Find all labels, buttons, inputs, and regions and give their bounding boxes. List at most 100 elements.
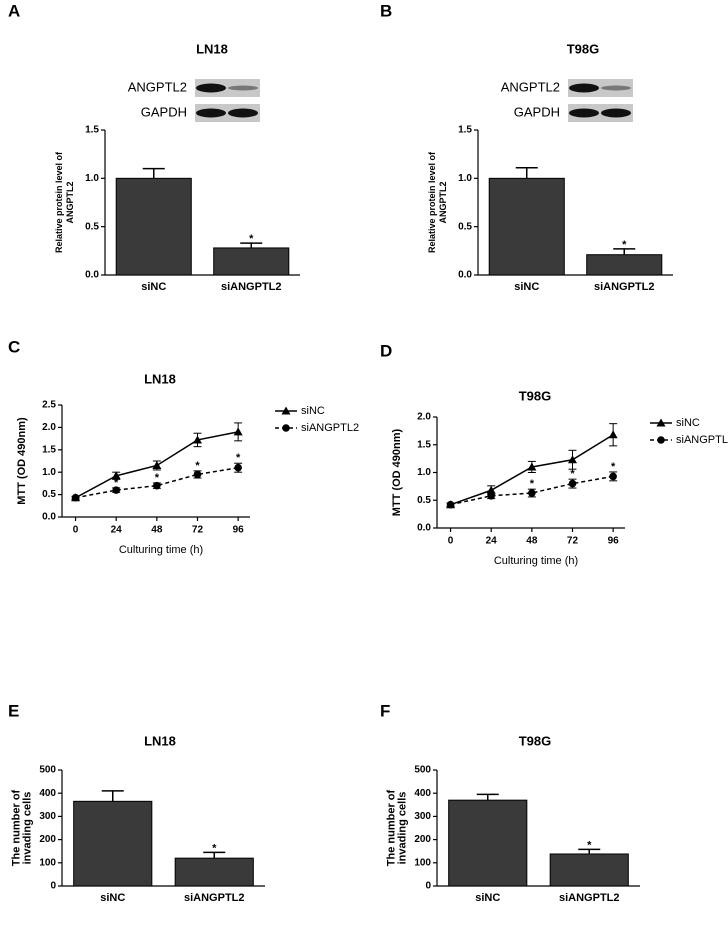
point: [487, 492, 495, 500]
y-tick-label: 300: [39, 811, 56, 822]
y-tick-label: 1.5: [85, 125, 99, 136]
panel-letter: D: [380, 341, 392, 360]
chart-title: LN18: [144, 733, 176, 748]
y-tick-label: 400: [39, 788, 56, 799]
point: [112, 486, 120, 494]
y-axis-label: MTT (OD 490nm): [391, 428, 403, 516]
bar: [549, 853, 629, 887]
x-tick-label: 96: [608, 536, 620, 547]
point: [446, 500, 455, 509]
significance: *: [249, 233, 254, 245]
x-tick-label: siANGPTL2: [221, 281, 282, 293]
point: [153, 481, 161, 490]
legend-marker: [657, 436, 665, 444]
x-tick-label: siNC: [141, 281, 166, 293]
y-axis-label: ANGPTL2: [65, 181, 75, 223]
significance: *: [236, 452, 241, 464]
x-axis-label: Culturing time (h): [494, 555, 578, 567]
blot-band: [196, 108, 226, 118]
y-tick-label: 200: [414, 834, 431, 845]
y-axis-label: Relative protein level of: [54, 151, 64, 253]
panel-letter: B: [380, 1, 392, 20]
point: [527, 462, 537, 471]
point: [192, 435, 202, 444]
blot-band: [228, 108, 258, 118]
panel: D T98G 0.0 0.5 1.0 1.5 2.0 MTT (OD 490nm) 0 24 48 7…: [380, 341, 728, 566]
y-tick-label: 500: [414, 765, 431, 776]
y-tick-label: 2.0: [42, 422, 56, 433]
blot: [195, 104, 260, 122]
point: [486, 485, 496, 494]
y-tick-label: 0: [425, 881, 431, 892]
x-tick-label: 72: [192, 525, 204, 536]
y-tick-label: 400: [414, 788, 431, 799]
bar: [115, 177, 192, 276]
y-axis-label: invading cells: [396, 792, 408, 865]
panel: E LN18 0 100 200 300 400 500 The number of invadi…: [8, 701, 265, 904]
y-tick-label: 0.0: [417, 523, 431, 534]
y-tick-label: 500: [39, 765, 56, 776]
y-tick-label: 200: [39, 834, 56, 845]
chart-title: T98G: [519, 733, 552, 748]
y-tick-label: 1.0: [42, 467, 56, 478]
panel-letter: A: [8, 1, 20, 20]
y-tick-label: 1.5: [42, 444, 56, 455]
chart-title: T98G: [567, 41, 600, 56]
y-tick-label: 2.5: [42, 400, 56, 411]
chart-title: LN18: [196, 41, 228, 56]
bar: [448, 799, 528, 887]
blot: [568, 79, 633, 97]
x-tick-label: siNC: [475, 892, 500, 904]
blot-label: ANGPTL2: [128, 79, 187, 94]
significance: *: [195, 460, 200, 472]
x-tick-label: 72: [567, 536, 579, 547]
point: [528, 489, 536, 497]
legend-marker: [282, 424, 290, 432]
x-tick-label: 24: [486, 536, 498, 547]
x-tick-label: siNC: [514, 281, 539, 293]
significance: *: [114, 477, 119, 489]
blot: [195, 79, 260, 97]
point: [193, 470, 202, 479]
x-tick-label: siNC: [100, 892, 125, 904]
x-tick-label: siANGPTL2: [559, 892, 620, 904]
blot-band: [569, 83, 599, 93]
x-tick-label: 48: [526, 536, 538, 547]
point: [71, 493, 80, 502]
y-axis-label: The number of: [10, 789, 22, 866]
y-tick-label: 0.5: [85, 221, 99, 232]
y-axis-label: The number of: [385, 789, 397, 866]
blot-band: [196, 83, 226, 93]
panel: A LN18 0.0 0.5 1.0 1.5 Relative protein level …: [8, 1, 300, 293]
chart-title: T98G: [519, 388, 552, 403]
point: [234, 463, 242, 472]
y-tick-label: 1.0: [458, 173, 472, 184]
x-tick-label: siANGPTL2: [594, 281, 655, 293]
point: [567, 455, 577, 464]
blot-label: ANGPTL2: [501, 79, 560, 94]
x-tick-label: 48: [151, 525, 163, 536]
panel-letter: E: [8, 701, 19, 720]
y-tick-label: 300: [414, 811, 431, 822]
legend-label: siNC: [676, 417, 700, 429]
legend-marker: [656, 418, 666, 427]
x-tick-label: siANGPTL2: [184, 892, 245, 904]
point: [152, 460, 162, 469]
bar: [174, 857, 254, 887]
panel: B T98G 0.0 0.5 1.0 1.5 Relative protein level …: [380, 1, 673, 293]
significance: *: [570, 468, 575, 480]
y-axis-label: invading cells: [21, 792, 33, 865]
panel-letter: F: [380, 701, 390, 720]
significance: *: [587, 839, 592, 851]
panel-letter: C: [8, 337, 20, 356]
blot-band: [601, 85, 631, 91]
y-tick-label: 1.0: [417, 467, 431, 478]
blot-band: [228, 85, 258, 91]
bar: [213, 247, 290, 276]
y-axis-label: ANGPTL2: [438, 181, 448, 223]
panel: C LN18 0.0 0.5 1.0 1.5 2.0 2.5 MTT (OD 490nm) 0 24…: [8, 337, 359, 555]
legend-marker: [281, 406, 291, 415]
blot-band: [601, 108, 631, 118]
point: [111, 471, 121, 480]
